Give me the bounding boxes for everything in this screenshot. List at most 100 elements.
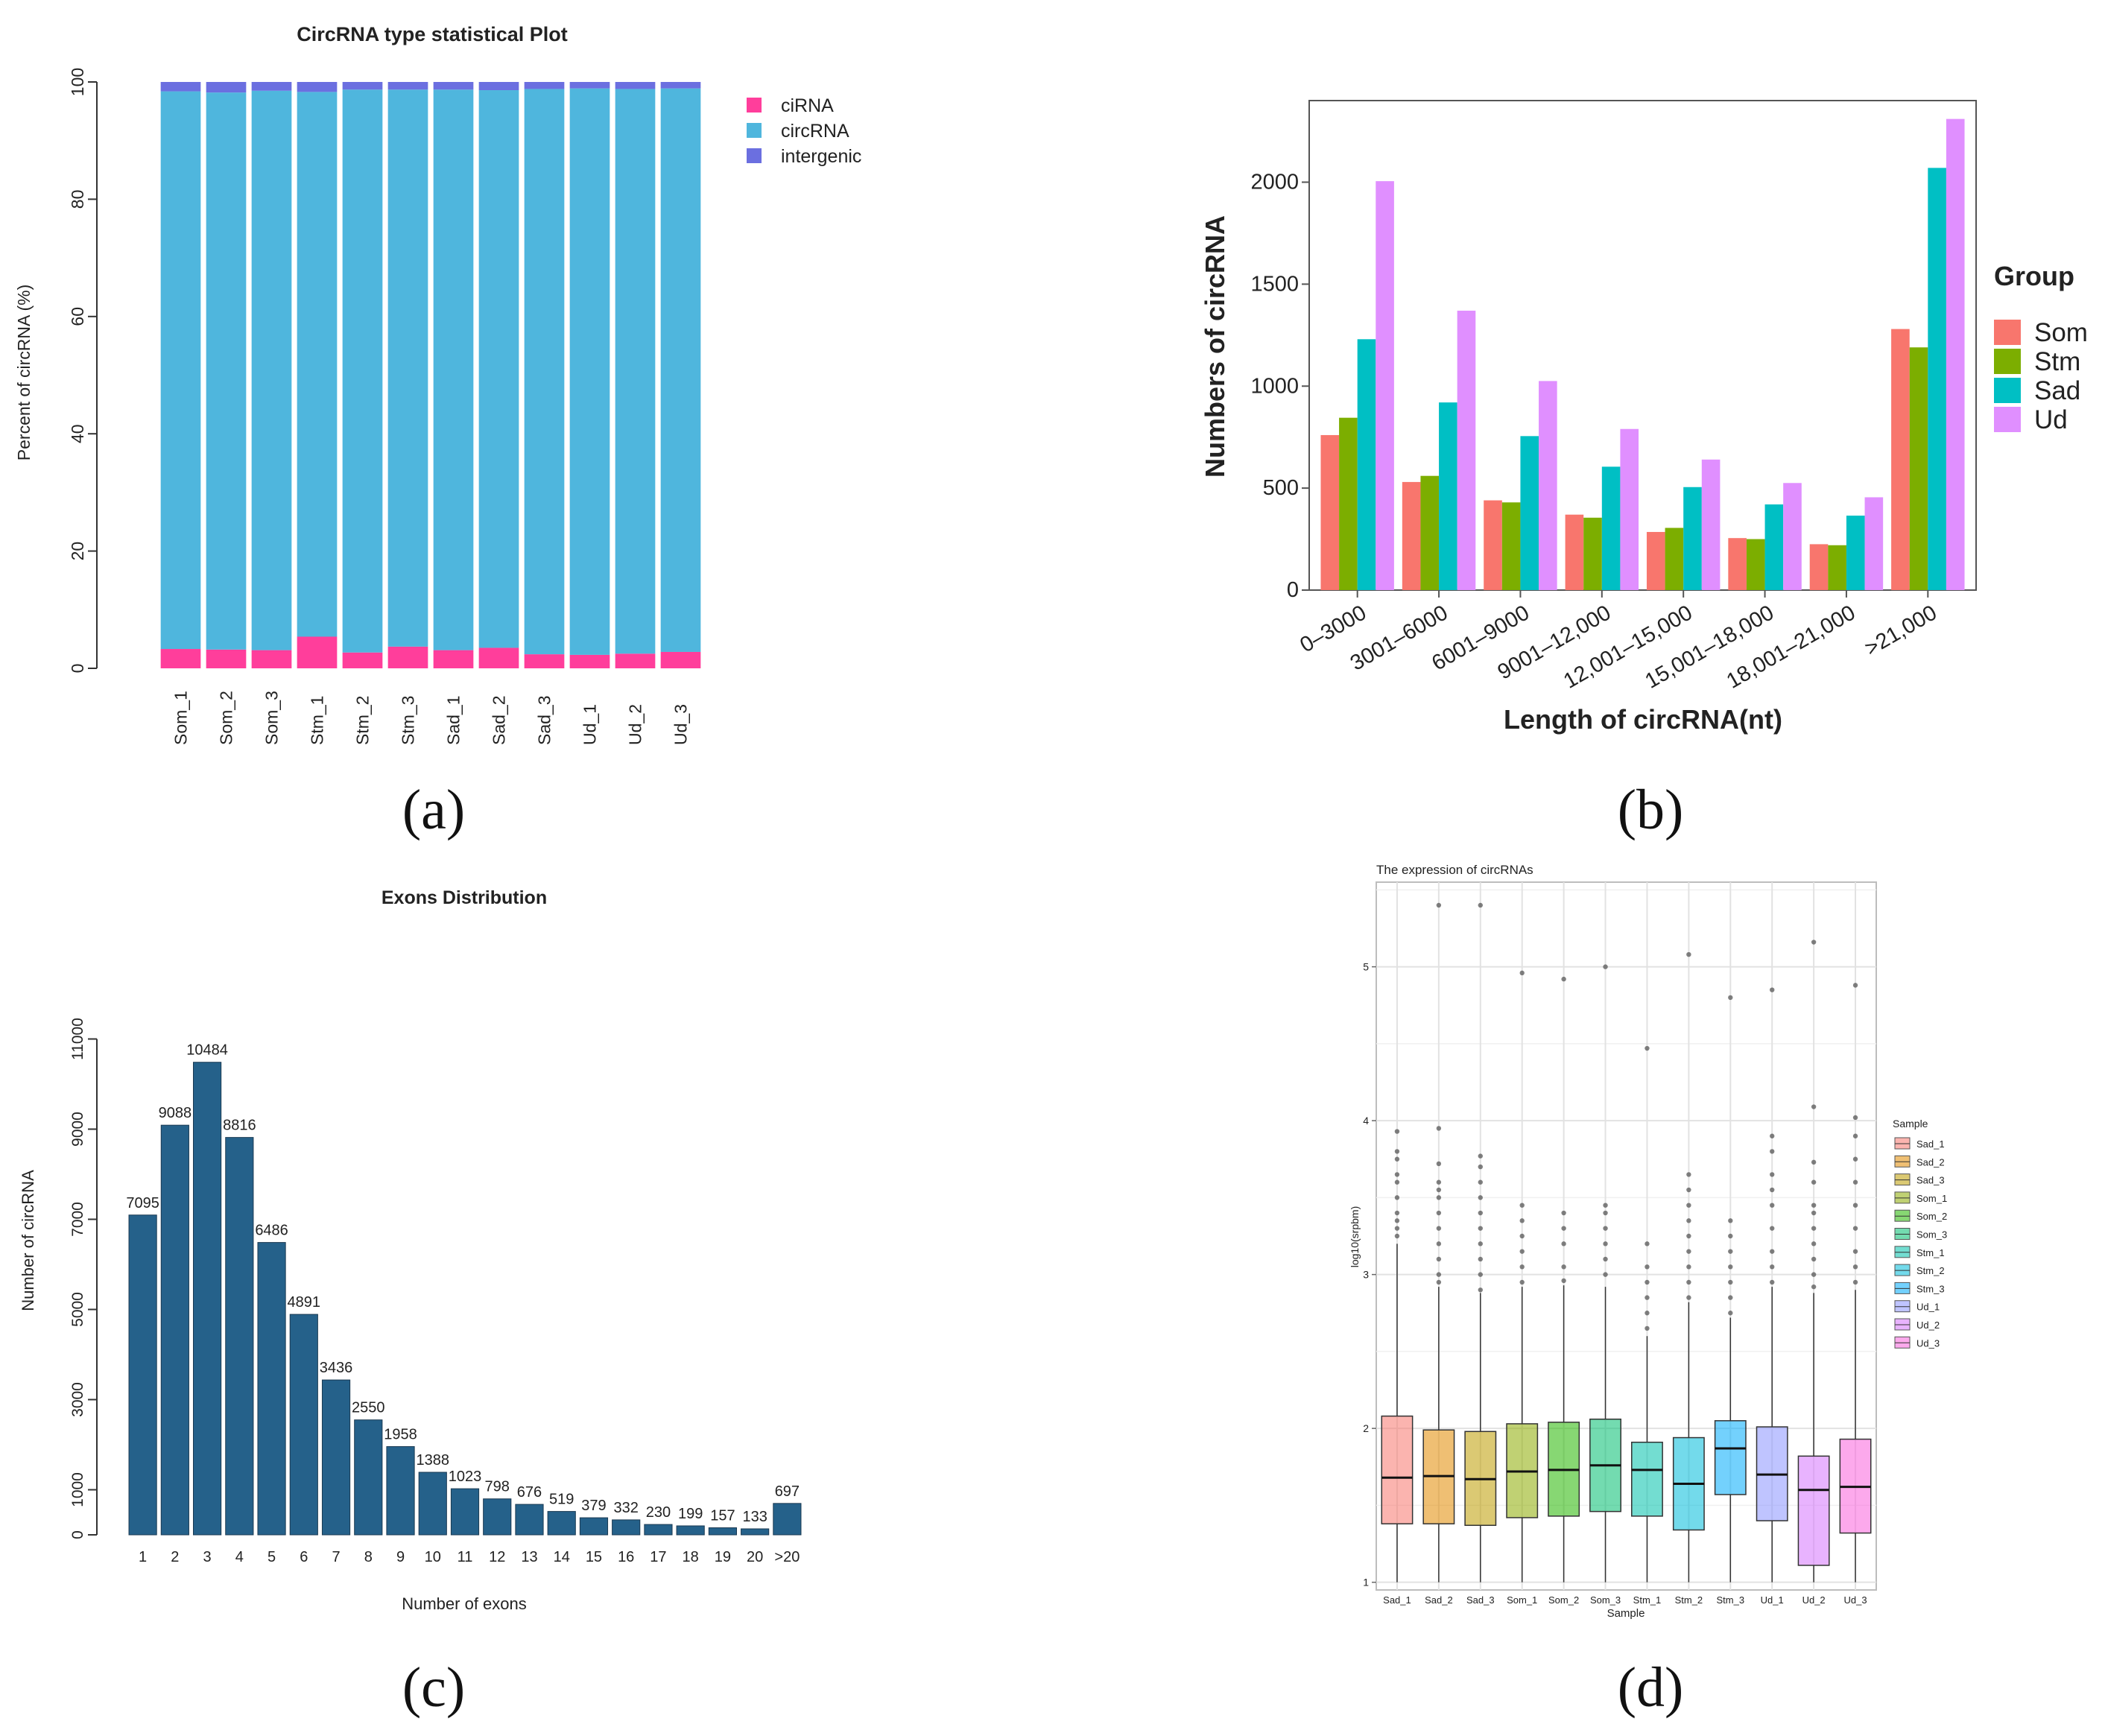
x-tick-label: 17 — [650, 1549, 666, 1565]
outlier-Som_3 — [1603, 1272, 1608, 1277]
y-axis-label: Percent of circRNA (%) — [14, 285, 34, 460]
outlier-Sad_2 — [1436, 1126, 1442, 1131]
bar-Stm->21,000 — [1909, 347, 1928, 590]
outlier-Stm_3 — [1728, 1311, 1733, 1316]
outlier-Som_3 — [1603, 1226, 1608, 1231]
data-label-3: 10484 — [186, 1042, 228, 1059]
bar-Som-12,001–15,000 — [1646, 531, 1665, 590]
bar-15 — [579, 1517, 609, 1536]
outlier-Ud_2 — [1811, 1203, 1817, 1208]
y-tick-label: 0 — [1287, 578, 1299, 602]
bar-ciRNA-Som_3 — [251, 650, 292, 668]
outlier-Ud_2 — [1811, 1104, 1817, 1109]
bar-8 — [354, 1419, 383, 1536]
outlier-Som_3 — [1603, 1241, 1608, 1246]
data-label-2: 9088 — [159, 1105, 192, 1121]
outlier-Stm_3 — [1728, 1233, 1733, 1239]
data-label-1: 7095 — [126, 1195, 159, 1211]
bar-circRNA-Som_1 — [160, 91, 201, 650]
outlier-Sad_2 — [1436, 1210, 1442, 1216]
bar-ciRNA-Sad_1 — [433, 650, 474, 668]
outlier-Stm_1 — [1645, 1045, 1650, 1051]
bar-circRNA-Stm_1 — [297, 92, 338, 637]
x-tick-label: Stm_2 — [1675, 1594, 1703, 1606]
panel-label-a: (a) — [402, 779, 465, 841]
x-tick-label: Ud_1 — [580, 704, 600, 745]
bar-circRNA-Sad_3 — [524, 89, 565, 655]
bar-19 — [708, 1527, 737, 1536]
outlier-Som_2 — [1561, 1241, 1566, 1246]
bar-intergenic-Som_2 — [206, 82, 247, 93]
outlier-Ud_1 — [1770, 1264, 1775, 1270]
bar-Ud-18,001–21,000 — [1864, 497, 1884, 590]
y-tick-label: 500 — [1263, 476, 1299, 500]
y-tick-label: 11000 — [69, 1018, 86, 1060]
outlier-Stm_2 — [1686, 1172, 1691, 1177]
legend-swatch-ciRNA — [747, 98, 762, 113]
y-tick-label: 0 — [68, 664, 87, 674]
outlier-Sad_3 — [1478, 1226, 1483, 1231]
bar-ciRNA-Sad_2 — [478, 647, 519, 668]
x-tick-label: Som_1 — [1507, 1594, 1537, 1606]
bar-intergenic-Ud_1 — [569, 82, 610, 89]
x-tick-label: Stm_1 — [308, 696, 327, 745]
legend-label-Sad_2: Sad_2 — [1916, 1156, 1945, 1168]
x-tick-label: Stm_1 — [1633, 1594, 1662, 1606]
bar-Sad-15,001–18,000 — [1764, 504, 1784, 590]
outlier-Ud_3 — [1852, 1115, 1858, 1121]
x-tick-label: Sad_1 — [444, 695, 463, 745]
bar-ciRNA-Stm_2 — [342, 652, 383, 668]
outlier-Stm_1 — [1645, 1264, 1650, 1270]
legend-swatch-intergenic — [747, 148, 762, 163]
outlier-Som_3 — [1603, 1210, 1608, 1216]
x-tick-label: Som_1 — [171, 691, 191, 745]
bar-ciRNA-Ud_3 — [660, 651, 701, 668]
x-tick-label: Stm_3 — [1717, 1594, 1745, 1606]
x-axis-label: Number of exons — [402, 1594, 527, 1613]
outlier-Sad_2 — [1436, 1226, 1442, 1231]
x-tick-label: 19 — [715, 1549, 731, 1565]
x-tick-label: Sad_3 — [1466, 1594, 1495, 1606]
legend-swatch-Stm — [1994, 349, 2021, 374]
outlier-Ud_3 — [1852, 1226, 1858, 1231]
box-Stm_3 — [1714, 1420, 1747, 1495]
legend-label-Ud: Ud — [2034, 405, 2068, 434]
y-tick-label: 40 — [68, 424, 87, 443]
bar-ciRNA-Som_1 — [160, 649, 201, 668]
x-axis-label: Sample — [1607, 1607, 1645, 1620]
bar-Som-9001–12,000 — [1565, 514, 1584, 590]
outlier-Ud_1 — [1770, 1203, 1775, 1208]
legend-label-Ud_2: Ud_2 — [1916, 1320, 1940, 1331]
bar-Ud-12,001–15,000 — [1701, 459, 1721, 590]
x-tick-label: Som_2 — [1548, 1594, 1579, 1606]
box-Ud_2 — [1797, 1455, 1830, 1566]
y-tick-label: 5 — [1363, 961, 1369, 973]
data-label-16: 332 — [614, 1500, 639, 1516]
bar-18 — [676, 1525, 705, 1536]
bar-ciRNA-Stm_1 — [297, 636, 338, 668]
bar-Stm-3001–6000 — [1420, 475, 1440, 590]
outlier-Stm_1 — [1645, 1295, 1650, 1300]
outlier-Stm_3 — [1728, 995, 1733, 1001]
bar-circRNA-Ud_3 — [660, 88, 701, 652]
panel-d-chart: The expression of circRNAs 1 2 3 4 5 log10(srp… — [1349, 863, 1947, 1620]
outlier-Som_3 — [1603, 1203, 1608, 1208]
y-tick-label: 1000 — [1250, 374, 1299, 398]
legend-label-intergenic: intergenic — [781, 146, 861, 167]
bar-intergenic-Ud_3 — [660, 82, 701, 89]
bar-1 — [128, 1214, 157, 1536]
outlier-Sad_2 — [1436, 1256, 1442, 1262]
x-tick-label: Stm_2 — [353, 696, 373, 745]
bar-Sad-12,001–15,000 — [1683, 487, 1702, 590]
outlier-Ud_1 — [1770, 1172, 1775, 1177]
x-tick-label: >21,000 — [1861, 601, 1940, 661]
x-tick-label: Stm_3 — [399, 696, 418, 745]
data-label-18: 199 — [678, 1506, 703, 1522]
bar-intergenic-Sad_1 — [433, 82, 474, 90]
data-label-8: 2550 — [352, 1400, 385, 1416]
outlier-Ud_1 — [1770, 987, 1775, 992]
bar-circRNA-Stm_2 — [342, 89, 383, 653]
y-tick-label: 60 — [68, 307, 87, 326]
bar-14 — [547, 1511, 576, 1536]
